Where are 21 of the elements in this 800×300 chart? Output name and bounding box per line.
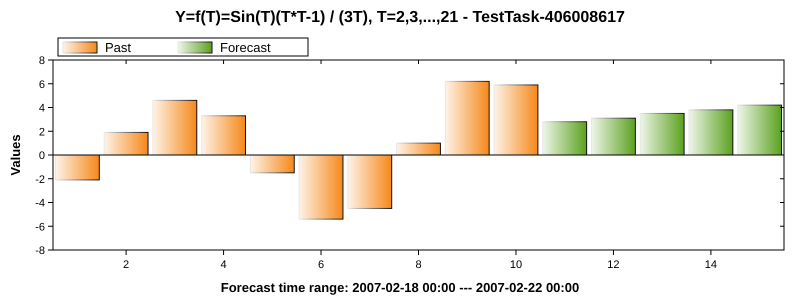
x-tick-label: 6 bbox=[318, 259, 324, 271]
y-tick-label: 4 bbox=[38, 102, 45, 114]
x-tick-label: 14 bbox=[704, 259, 718, 271]
y-tick-label: 0 bbox=[38, 150, 45, 162]
y-tick-label: 8 bbox=[38, 55, 45, 67]
y-tick-label: -6 bbox=[35, 221, 45, 234]
x-tick-label: 4 bbox=[220, 259, 227, 271]
legend-label: Forecast bbox=[220, 40, 271, 55]
y-tick-label: 2 bbox=[38, 126, 45, 138]
y-tick-label: -8 bbox=[35, 245, 45, 257]
x-axis-title: Forecast time range: 2007-02-18 00:00 --- 2007-02-22 00:00 bbox=[220, 280, 580, 295]
x-tick-label: 10 bbox=[510, 259, 522, 271]
y-tick-label: 6 bbox=[38, 78, 45, 91]
y-axis-title: Values bbox=[8, 134, 23, 176]
y-tick-label: -2 bbox=[35, 174, 45, 186]
y-tick-label: -4 bbox=[35, 198, 45, 210]
legend-label: Past bbox=[105, 40, 132, 55]
x-tick-label: 2 bbox=[123, 259, 130, 271]
chart-title: Y=f(T)=Sin(T)(T*T-1) / (3T), T=2,3,...,21 - TestTask-406008617 bbox=[175, 9, 625, 26]
x-tick-label: 12 bbox=[607, 259, 620, 271]
x-tick-label: 8 bbox=[415, 259, 422, 271]
